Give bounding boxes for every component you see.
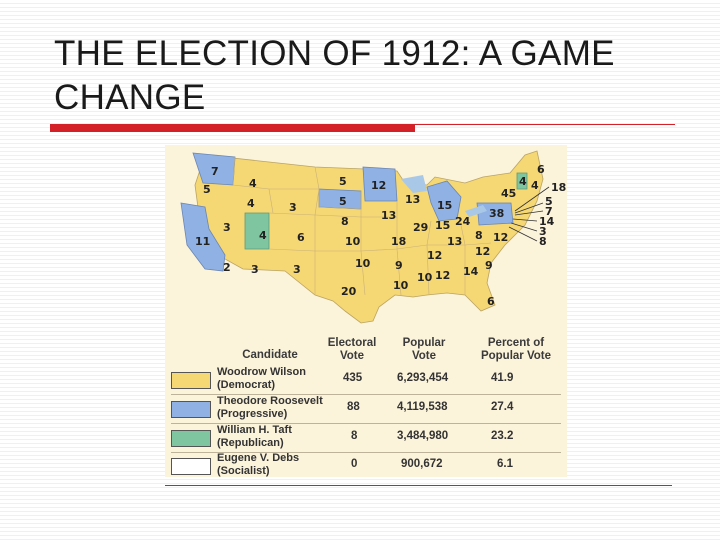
swatch-socialist xyxy=(171,458,211,475)
popular-vote: 3,484,980 xyxy=(397,430,449,442)
map-label: 14 xyxy=(463,265,479,278)
candidate-party: (Republican) xyxy=(217,437,284,449)
title-underline-red xyxy=(50,124,415,132)
candidate-name: Eugene V. Debs xyxy=(217,452,300,464)
map-label: 8 xyxy=(539,235,547,248)
map-label: 10 xyxy=(417,271,433,284)
map-label: 12 xyxy=(427,249,442,262)
map-label: 10 xyxy=(355,257,371,270)
candidate-party: (Progressive) xyxy=(217,408,288,420)
map-label: 29 xyxy=(413,221,428,234)
percent-vote: 41.9 xyxy=(491,372,514,384)
map-label: 6 xyxy=(297,231,305,244)
map-progressive-pennsylvania xyxy=(476,202,514,226)
map-label: 3 xyxy=(251,263,259,276)
election-map-figure: 7 5 4 3 4 3 11 2 3 3 4 6 5 5 12 8 10 10 … xyxy=(165,145,567,477)
map-label: 10 xyxy=(345,235,361,248)
map-label: 18 xyxy=(551,181,566,194)
map-progressive-california xyxy=(180,202,226,272)
candidate-cell: Theodore Roosevelt (Progressive) xyxy=(217,395,347,421)
popular-vote: 900,672 xyxy=(401,458,443,470)
header-electoral-vote: Electoral Vote xyxy=(327,337,377,362)
header-percent: Percent of Popular Vote xyxy=(480,337,552,362)
row-separator xyxy=(171,452,561,453)
candidate-cell: Eugene V. Debs (Socialist) xyxy=(217,452,347,478)
map-label: 3 xyxy=(223,221,231,234)
swatch-democrat xyxy=(171,372,211,389)
map-label: 2 xyxy=(223,261,231,274)
candidate-party: (Socialist) xyxy=(217,465,270,477)
map-label: 6 xyxy=(537,163,545,176)
map-label: 38 xyxy=(489,207,504,220)
map-label: 18 xyxy=(391,235,406,248)
map-label: 12 xyxy=(475,245,490,258)
map-label: 8 xyxy=(341,215,349,228)
electoral-vote: 0 xyxy=(351,458,358,470)
map-label: 12 xyxy=(435,269,450,282)
map-label: 4 xyxy=(249,177,257,190)
map-label: 10 xyxy=(393,279,409,292)
map-label: 13 xyxy=(381,209,396,222)
map-label: 20 xyxy=(341,285,357,298)
title-underline-thin xyxy=(415,124,675,125)
legend-row-debs: Eugene V. Debs (Socialist) 0 900,672 6.1 xyxy=(171,452,567,480)
bottom-rule xyxy=(165,485,672,486)
map-label: 9 xyxy=(395,259,403,272)
map-label: 4 xyxy=(247,197,255,210)
popular-vote: 4,119,538 xyxy=(397,401,448,413)
legend-row-taft: William H. Taft (Republican) 8 3,484,980… xyxy=(171,424,567,452)
map-label: 11 xyxy=(195,235,210,248)
electoral-vote: 88 xyxy=(347,401,360,413)
map-label: 4 xyxy=(531,179,539,192)
map-label: 3 xyxy=(293,263,301,276)
swatch-republican xyxy=(171,430,211,447)
map-label: 5 xyxy=(203,183,211,196)
map-label: 45 xyxy=(501,187,516,200)
map-label: 12 xyxy=(493,231,508,244)
map-label: 5 xyxy=(339,175,347,188)
map-label: 8 xyxy=(475,229,483,242)
map-label: 15 xyxy=(435,219,450,232)
map-label: 9 xyxy=(485,259,493,272)
popular-vote: 6,293,454 xyxy=(397,372,449,384)
map-label: 5 xyxy=(545,195,553,208)
legend-row-wilson: Woodrow Wilson (Democrat) 435 6,293,454 … xyxy=(171,366,567,394)
header-popular-vote: Popular Vote xyxy=(402,337,446,362)
map-label: 15 xyxy=(437,199,452,212)
row-separator xyxy=(171,394,561,395)
swatch-progressive xyxy=(171,401,211,418)
electoral-vote: 435 xyxy=(343,372,363,384)
map-label: 7 xyxy=(545,205,553,218)
map-great-lakes xyxy=(401,175,487,217)
map-label: 7 xyxy=(211,165,219,178)
header-candidate: Candidate xyxy=(242,349,298,361)
map-label: 24 xyxy=(455,215,471,228)
percent-vote: 23.2 xyxy=(491,430,514,442)
percent-vote: 27.4 xyxy=(491,401,514,413)
electoral-vote: 8 xyxy=(351,430,358,442)
map-label: 13 xyxy=(405,193,420,206)
map-label: 12 xyxy=(371,179,386,192)
candidate-cell: Woodrow Wilson (Democrat) xyxy=(217,366,347,392)
map-label: 3 xyxy=(539,225,547,238)
candidate-cell: William H. Taft (Republican) xyxy=(217,424,347,450)
map-label: 6 xyxy=(487,295,495,308)
map-label: 14 xyxy=(539,215,555,228)
map-label: 13 xyxy=(447,235,462,248)
us-electoral-map: 7 5 4 3 4 3 11 2 3 3 4 6 5 5 12 8 10 10 … xyxy=(165,145,567,335)
percent-vote: 6.1 xyxy=(497,458,513,470)
map-label: 4 xyxy=(519,175,527,188)
map-label: 4 xyxy=(259,229,267,242)
row-separator xyxy=(171,423,561,424)
map-progressive-michigan xyxy=(426,180,462,222)
slide-title: THE ELECTION OF 1912: A GAME CHANGE xyxy=(54,34,615,117)
map-label: 5 xyxy=(339,195,347,208)
candidate-name: Woodrow Wilson xyxy=(217,366,306,378)
candidate-name: William H. Taft xyxy=(217,424,292,436)
map-republican-vermont xyxy=(516,172,528,190)
candidate-party: (Democrat) xyxy=(217,379,276,391)
candidate-name: Theodore Roosevelt xyxy=(217,395,323,407)
map-label: 3 xyxy=(289,201,297,214)
legend-row-roosevelt: Theodore Roosevelt (Progressive) 88 4,11… xyxy=(171,395,567,423)
